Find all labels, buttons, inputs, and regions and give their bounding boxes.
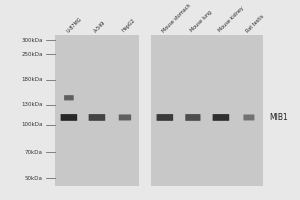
Text: Rat testis: Rat testis	[245, 14, 265, 33]
Text: 100kDa: 100kDa	[22, 122, 43, 127]
Text: Mouse lung: Mouse lung	[189, 10, 213, 33]
Text: 70kDa: 70kDa	[25, 150, 43, 155]
FancyBboxPatch shape	[88, 114, 105, 121]
Bar	[139, 35, 151, 186]
Text: MIB1: MIB1	[269, 113, 288, 122]
Text: HepG2: HepG2	[122, 18, 137, 33]
FancyBboxPatch shape	[243, 114, 254, 120]
FancyBboxPatch shape	[213, 114, 229, 121]
Text: 300kDa: 300kDa	[22, 38, 43, 43]
Text: 50kDa: 50kDa	[25, 176, 43, 181]
FancyBboxPatch shape	[185, 114, 200, 121]
FancyBboxPatch shape	[151, 35, 263, 186]
Text: A-549: A-549	[93, 20, 107, 33]
Text: 250kDa: 250kDa	[22, 52, 43, 57]
FancyBboxPatch shape	[61, 114, 77, 121]
Text: 180kDa: 180kDa	[22, 77, 43, 82]
FancyBboxPatch shape	[157, 114, 173, 121]
Text: Mouse stomach: Mouse stomach	[161, 3, 192, 33]
Text: Mouse kidney: Mouse kidney	[218, 6, 245, 33]
FancyBboxPatch shape	[64, 95, 74, 100]
FancyBboxPatch shape	[119, 114, 131, 120]
Text: U-87MG: U-87MG	[65, 16, 83, 33]
Text: 130kDa: 130kDa	[22, 102, 43, 107]
FancyBboxPatch shape	[55, 35, 139, 186]
